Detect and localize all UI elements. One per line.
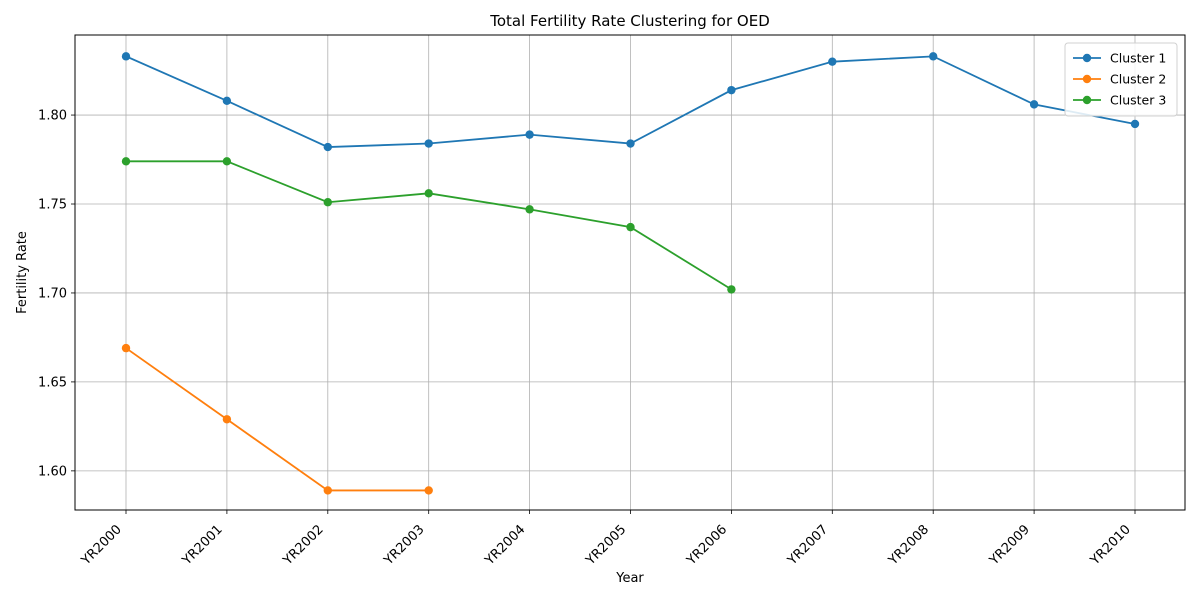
x-tick-label: YR2007 xyxy=(784,522,831,569)
x-tick-label: YR2003 xyxy=(381,522,428,569)
data-point xyxy=(727,85,736,95)
x-tick-label: YR2008 xyxy=(885,522,932,569)
y-tick-label: 1.80 xyxy=(38,109,67,124)
legend-label: Cluster 3 xyxy=(1110,93,1166,108)
data-point xyxy=(626,222,635,232)
x-tick-label: YR2001 xyxy=(179,522,226,569)
series-line-cluster-2 xyxy=(125,347,429,492)
legend-box xyxy=(1064,42,1178,117)
legend-label: Cluster 1 xyxy=(1110,51,1166,66)
data-point xyxy=(121,52,131,61)
y-tick-label: 1.70 xyxy=(38,286,67,301)
series-lines xyxy=(121,52,1140,495)
legend-label: Cluster 2 xyxy=(1110,72,1166,87)
axis-ticks: YR2000 YR2001 YR2002 YR2003 YR2004 YR2005 YR20… xyxy=(38,109,1136,569)
legend-marker xyxy=(1082,74,1092,84)
data-point xyxy=(121,343,131,353)
plot-area-frame xyxy=(74,34,1186,511)
x-tick-label: YR2002 xyxy=(280,522,327,569)
data-point xyxy=(222,157,232,166)
data-point xyxy=(929,52,938,61)
data-point xyxy=(121,157,131,166)
x-tick-label: YR2006 xyxy=(684,522,731,569)
y-axis-title: Fertility Rate xyxy=(15,231,30,314)
x-tick-label: YR2004 xyxy=(482,522,529,569)
y-tick-label: 1.65 xyxy=(38,375,67,390)
data-point xyxy=(222,96,232,106)
x-axis-title: Year xyxy=(615,571,644,586)
x-tick-label: YR2010 xyxy=(1087,522,1134,569)
data-point xyxy=(424,139,433,148)
data-point xyxy=(424,189,433,198)
legend: Cluster 1 Cluster 2 Cluster 3 xyxy=(1064,42,1178,117)
data-point xyxy=(525,205,534,214)
y-tick-label: 1.75 xyxy=(38,198,67,213)
legend-marker xyxy=(1082,53,1092,63)
data-point xyxy=(1029,100,1039,109)
x-tick-label: YR2005 xyxy=(583,522,630,569)
x-tick-label: YR2000 xyxy=(78,522,125,569)
data-point xyxy=(525,130,534,139)
data-point xyxy=(727,285,736,294)
data-point xyxy=(323,198,332,207)
legend-marker xyxy=(1082,95,1092,105)
data-point xyxy=(424,486,433,495)
x-tick-label: YR2009 xyxy=(986,522,1033,569)
data-point xyxy=(828,57,837,66)
chart-title: Total Fertility Rate Clustering for OED xyxy=(489,12,770,30)
y-tick-label: 1.60 xyxy=(38,464,67,479)
grid-lines xyxy=(75,35,1185,510)
data-point xyxy=(323,486,332,495)
data-point xyxy=(323,142,332,152)
data-point xyxy=(1130,119,1140,129)
data-point xyxy=(222,415,232,424)
data-point xyxy=(626,139,635,148)
